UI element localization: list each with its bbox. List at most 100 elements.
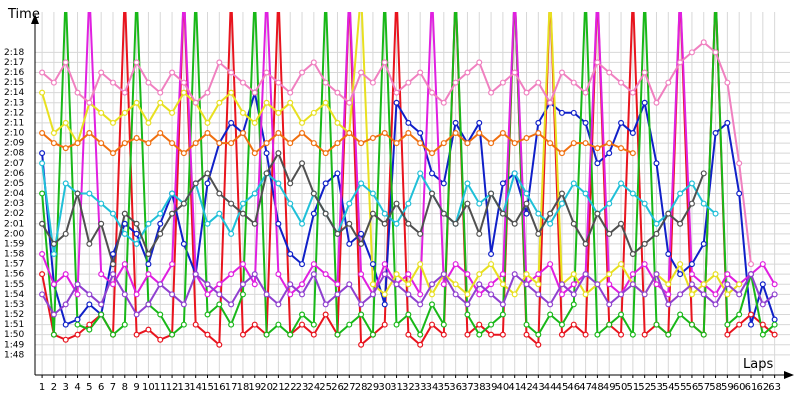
data-point bbox=[381, 261, 388, 268]
data-point bbox=[299, 220, 306, 227]
x-tick-label: 49 bbox=[603, 382, 616, 393]
data-point bbox=[275, 79, 282, 86]
data-point bbox=[145, 220, 152, 227]
data-point bbox=[748, 261, 755, 268]
data-point bbox=[570, 291, 577, 298]
tick-labels: 1:481:491:501:511:521:531:541:551:561:57… bbox=[4, 48, 781, 393]
data-point bbox=[688, 291, 695, 298]
data-point bbox=[86, 240, 93, 247]
data-point bbox=[109, 261, 116, 268]
data-point bbox=[275, 301, 282, 308]
data-point bbox=[287, 180, 294, 187]
data-point bbox=[523, 271, 530, 278]
data-point bbox=[688, 49, 695, 56]
data-point bbox=[39, 150, 46, 157]
x-tick-label: 50 bbox=[615, 382, 628, 393]
data-point bbox=[86, 291, 93, 298]
data-point bbox=[369, 79, 376, 86]
data-point bbox=[74, 89, 81, 96]
data-point bbox=[322, 150, 329, 157]
data-point bbox=[417, 140, 424, 147]
data-point bbox=[618, 79, 625, 86]
data-point bbox=[476, 119, 483, 126]
data-point bbox=[405, 331, 412, 338]
y-tick-label: 2:03 bbox=[4, 199, 24, 209]
data-point bbox=[653, 271, 660, 278]
data-point bbox=[39, 190, 46, 197]
data-point bbox=[299, 291, 306, 298]
data-point bbox=[98, 271, 105, 278]
data-point bbox=[511, 69, 518, 76]
data-point bbox=[334, 170, 341, 177]
data-point bbox=[665, 281, 672, 288]
data-point bbox=[180, 89, 187, 96]
data-point bbox=[618, 119, 625, 126]
y-tick-label: 2:10 bbox=[4, 129, 24, 139]
data-point bbox=[570, 220, 577, 227]
x-tick-label: 51 bbox=[626, 382, 639, 393]
data-point bbox=[299, 160, 306, 167]
data-point bbox=[712, 130, 719, 137]
x-tick-label: 2 bbox=[51, 382, 57, 393]
data-point bbox=[239, 200, 246, 207]
x-tick-label: 17 bbox=[225, 382, 238, 393]
data-point bbox=[98, 220, 105, 227]
data-point bbox=[299, 119, 306, 126]
data-point bbox=[606, 281, 613, 288]
data-point bbox=[405, 119, 412, 126]
data-point bbox=[263, 170, 270, 177]
data-point bbox=[594, 281, 601, 288]
x-tick-label: 40 bbox=[497, 382, 510, 393]
data-point bbox=[216, 99, 223, 106]
data-point bbox=[440, 331, 447, 338]
data-point bbox=[334, 119, 341, 126]
y-tick-label: 2:15 bbox=[4, 78, 24, 88]
data-point bbox=[464, 291, 471, 298]
data-point bbox=[488, 140, 495, 147]
data-point bbox=[724, 291, 731, 298]
data-point bbox=[499, 331, 506, 338]
data-point bbox=[133, 99, 140, 106]
data-point bbox=[204, 180, 211, 187]
data-point bbox=[535, 119, 542, 126]
data-point bbox=[582, 291, 589, 298]
data-point bbox=[86, 321, 93, 328]
data-point bbox=[109, 210, 116, 217]
x-tick-label: 5 bbox=[86, 382, 92, 393]
data-point bbox=[488, 251, 495, 258]
data-point bbox=[169, 261, 176, 268]
data-point bbox=[452, 291, 459, 298]
data-point bbox=[618, 311, 625, 318]
data-point bbox=[133, 230, 140, 237]
data-point bbox=[724, 271, 731, 278]
data-point bbox=[62, 271, 69, 278]
data-point bbox=[665, 291, 672, 298]
data-point bbox=[275, 180, 282, 187]
data-point bbox=[440, 140, 447, 147]
data-point bbox=[452, 220, 459, 227]
data-point bbox=[310, 331, 317, 338]
series-line bbox=[41, 12, 740, 297]
x-tick-label: 30 bbox=[378, 382, 391, 393]
data-point bbox=[558, 200, 565, 207]
data-point bbox=[606, 69, 613, 76]
data-point bbox=[665, 79, 672, 86]
data-point bbox=[98, 140, 105, 147]
data-point bbox=[582, 119, 589, 126]
data-point bbox=[39, 291, 46, 298]
data-point bbox=[428, 170, 435, 177]
data-point bbox=[629, 89, 636, 96]
data-point bbox=[322, 210, 329, 217]
data-point bbox=[322, 79, 329, 86]
data-point bbox=[476, 130, 483, 137]
x-tick-label: 31 bbox=[390, 382, 403, 393]
data-point bbox=[381, 130, 388, 137]
data-point bbox=[204, 130, 211, 137]
x-tick-label: 22 bbox=[284, 382, 297, 393]
data-point bbox=[476, 281, 483, 288]
data-point bbox=[417, 341, 424, 348]
data-point bbox=[535, 271, 542, 278]
x-tick-label: 44 bbox=[544, 382, 557, 393]
data-point bbox=[570, 271, 577, 278]
x-tick-label: 45 bbox=[556, 382, 569, 393]
